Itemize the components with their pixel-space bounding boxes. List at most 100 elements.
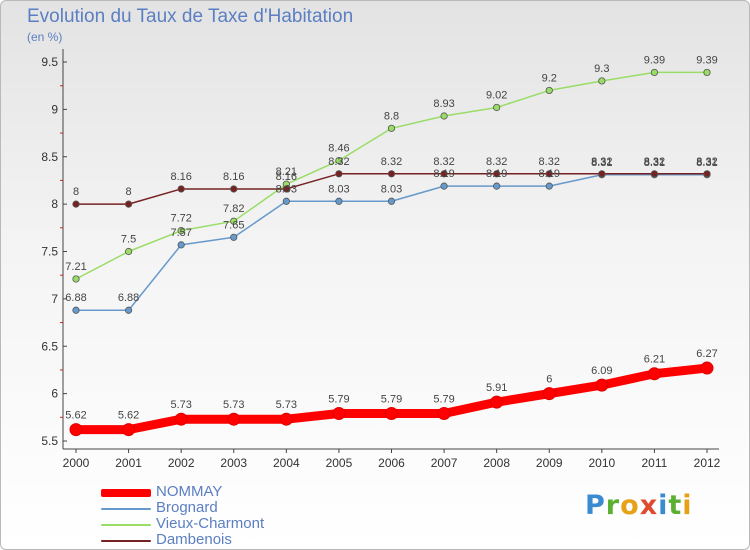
data-label-vieux-charmont: 7.72 <box>170 213 191 225</box>
logo-letter: i <box>658 490 669 521</box>
x-tick-label: 2006 <box>378 456 405 470</box>
data-label-vieux-charmont: 7.21 <box>65 261 86 273</box>
data-label-dambenois: 8.16 <box>170 171 191 183</box>
data-point-dambenois <box>493 170 501 178</box>
x-tick-label: 2012 <box>694 456 721 470</box>
y-tick-label: 6 <box>51 387 58 401</box>
data-point-dambenois <box>440 170 448 178</box>
data-label-vieux-charmont: 9.3 <box>594 63 609 75</box>
x-tick-label: 2011 <box>642 456 668 470</box>
data-label-brognard: 8.19 <box>539 168 560 180</box>
data-point-dambenois <box>124 200 133 208</box>
logo-letter: x <box>639 490 659 521</box>
data-label-vieux-charmont: 9.02 <box>486 89 507 101</box>
data-label-vieux-charmont: 7.82 <box>223 203 244 215</box>
data-point-nommay <box>227 412 241 426</box>
data-label-brognard: 8.19 <box>433 168 454 180</box>
data-label-vieux-charmont: 9.39 <box>644 54 665 66</box>
legend-swatch <box>101 524 151 526</box>
data-label-vieux-charmont: 8.8 <box>384 110 399 122</box>
data-point-brognard <box>493 182 501 190</box>
data-point-dambenois <box>282 185 290 193</box>
data-point-vieux-charmont <box>387 124 396 132</box>
data-label-dambenois: 8.32 <box>433 156 454 168</box>
legend-label: NOMMAY <box>156 483 223 500</box>
y-tick-label: 8 <box>51 197 58 211</box>
x-tick-label: 2007 <box>431 456 458 470</box>
y-tick-label: 7 <box>51 292 58 306</box>
legend-swatch <box>101 540 151 542</box>
x-tick-label: 2001 <box>115 456 142 470</box>
data-label-brognard: 8.31 <box>644 157 665 169</box>
y-tick-label: 8.5 <box>41 150 58 164</box>
data-point-dambenois <box>387 170 396 178</box>
data-point-vieux-charmont <box>545 86 553 95</box>
data-point-brognard <box>124 306 133 314</box>
data-label-vieux-charmont: 8.21 <box>276 166 297 178</box>
data-point-brognard <box>387 197 396 205</box>
x-tick-label: 2003 <box>220 456 247 470</box>
x-tick-label: 2000 <box>63 456 90 470</box>
legend-item-dambenois: Dambenois <box>101 532 351 549</box>
data-point-nommay <box>437 407 451 421</box>
data-point-nommay <box>122 423 136 437</box>
data-label-brognard: 6.88 <box>118 292 139 304</box>
x-tick-label: 2009 <box>536 456 563 470</box>
data-label-dambenois: 8 <box>126 186 132 198</box>
data-label-nommay: 5.73 <box>223 399 244 411</box>
data-label-brognard: 7.57 <box>170 227 191 239</box>
x-tick-label: 2008 <box>483 456 510 470</box>
logo-letter: t <box>668 490 683 521</box>
data-label-dambenois: 8.32 <box>591 156 612 168</box>
data-point-vieux-charmont <box>124 247 133 256</box>
data-label-nommay: 5.91 <box>486 382 507 394</box>
logo-letter: o <box>620 490 640 521</box>
legend-label: Vieux-Charmont <box>156 515 265 532</box>
data-label-dambenois: 8.32 <box>539 156 560 168</box>
data-point-dambenois <box>650 170 659 178</box>
data-point-vieux-charmont <box>598 77 606 85</box>
data-point-nommay <box>174 412 188 426</box>
x-tick-label: 2005 <box>326 456 353 470</box>
data-label-brognard: 8.19 <box>486 168 507 180</box>
data-label-nommay: 5.79 <box>328 394 349 406</box>
data-point-nommay <box>69 423 83 437</box>
series-layer <box>69 68 714 437</box>
data-point-dambenois <box>230 185 238 193</box>
data-point-dambenois <box>72 200 80 208</box>
data-label-brognard: 8.03 <box>381 183 402 195</box>
legend-swatch <box>101 489 151 497</box>
logo-letter: P <box>585 490 606 521</box>
data-point-vieux-charmont <box>493 103 501 112</box>
data-label-vieux-charmont: 8.93 <box>433 98 454 110</box>
data-label-brognard: 6.88 <box>65 292 86 304</box>
data-label-nommay: 5.79 <box>381 394 402 406</box>
y-tick-label: 9.5 <box>41 55 58 69</box>
data-point-vieux-charmont <box>335 156 343 165</box>
data-point-vieux-charmont <box>703 68 711 77</box>
data-point-dambenois <box>703 170 711 178</box>
data-point-brognard <box>282 197 290 205</box>
data-point-dambenois <box>598 170 606 178</box>
data-point-brognard <box>177 241 185 249</box>
data-point-brognard <box>72 306 80 314</box>
data-point-vieux-charmont <box>177 227 185 235</box>
data-label-nommay: 5.79 <box>433 394 454 406</box>
data-label-dambenois: 8.32 <box>486 156 507 168</box>
data-point-vieux-charmont <box>72 275 80 283</box>
data-point-vieux-charmont <box>650 68 659 77</box>
data-label-nommay: 5.73 <box>170 399 191 411</box>
y-tick-label: 7.5 <box>41 245 58 259</box>
legend-swatch <box>101 508 151 510</box>
data-label-nommay: 5.62 <box>65 410 86 422</box>
data-point-nommay <box>700 361 714 375</box>
legend: NOMMAY Brognard Vieux-Charmont Dambenois <box>101 483 351 549</box>
x-tick-label: 2010 <box>588 456 615 470</box>
data-label-nommay: 5.62 <box>118 410 139 422</box>
data-point-nommay <box>595 378 609 392</box>
data-label-brognard: 8.03 <box>276 183 297 195</box>
data-label-brognard: 8.03 <box>328 183 349 195</box>
data-point-brognard <box>440 182 448 190</box>
